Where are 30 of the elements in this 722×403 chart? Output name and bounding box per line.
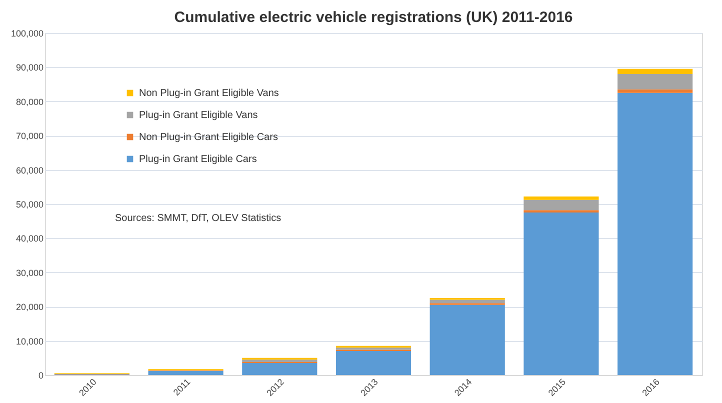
- bar: [618, 92, 693, 375]
- legend-label: Non Plug-in Grant Eligible Cars: [139, 132, 278, 143]
- bar: [618, 89, 693, 93]
- y-tick-label: 20,000: [16, 302, 44, 312]
- bar: [148, 370, 224, 375]
- y-tick-label: 100,000: [10, 28, 44, 38]
- y-tick-label: 40,000: [16, 234, 44, 244]
- annotation: Sources: SMMT, DfT, OLEV Statistics: [115, 213, 282, 224]
- bar: [430, 304, 505, 375]
- y-tick-label: 10,000: [16, 336, 44, 346]
- y-tick-label: 80,000: [16, 96, 44, 107]
- legend-label: Plug-in Grant Eligible Cars: [139, 154, 257, 165]
- bar: [524, 212, 599, 375]
- bar: [336, 351, 412, 375]
- bar: [242, 360, 318, 362]
- y-tick-label: 50,000: [16, 200, 44, 210]
- y-tick-label: 90,000: [16, 62, 44, 73]
- bar: [524, 210, 599, 213]
- bar: [242, 363, 318, 375]
- bar: [524, 200, 599, 210]
- y-tick-label: 70,000: [16, 131, 44, 142]
- bar: [524, 196, 599, 200]
- bar: [618, 74, 693, 90]
- bar: [618, 68, 693, 74]
- chart-title: Cumulative electric vehicle registrations (UK) 2011-2016: [174, 9, 573, 26]
- y-tick-label: 0: [38, 370, 44, 380]
- y-tick-label: 60,000: [16, 165, 44, 176]
- legend-label: Plug-in Grant Eligible Vans: [139, 110, 258, 121]
- legend-label: Non Plug-in Grant Eligible Vans: [139, 88, 279, 99]
- y-tick-label: 30,000: [16, 268, 44, 278]
